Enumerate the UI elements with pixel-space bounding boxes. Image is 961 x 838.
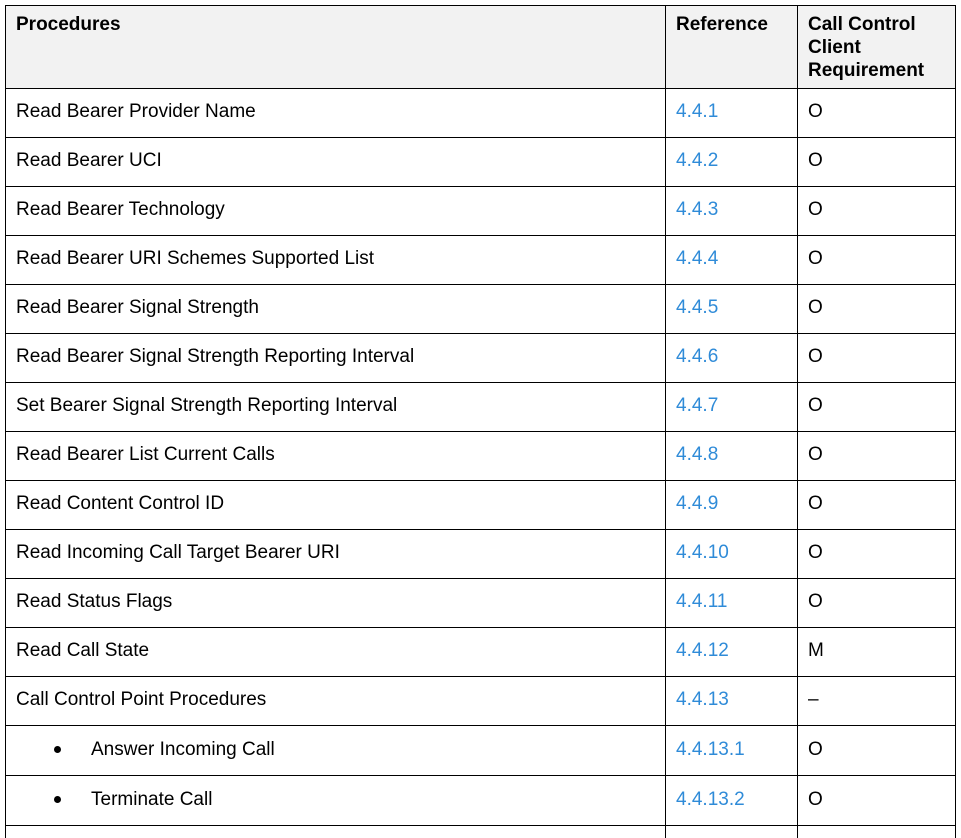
reference-link[interactable]: 4.4.8 bbox=[665, 431, 798, 481]
requirement-value: O bbox=[797, 284, 956, 334]
reference-link[interactable]: 4.4.13.1 bbox=[665, 725, 798, 776]
requirement-value: O bbox=[797, 480, 956, 530]
requirement-value: O bbox=[797, 431, 956, 481]
requirement-value: O bbox=[797, 137, 956, 187]
reference-link[interactable]: 4.4.13 bbox=[665, 676, 798, 726]
header-row: Procedures Reference Call Control Client… bbox=[5, 5, 956, 89]
reference-link[interactable]: 4.4.7 bbox=[665, 382, 798, 432]
procedure-cell: Answer Incoming Call bbox=[5, 725, 666, 776]
table-row: Read Bearer Provider Name 4.4.1 O bbox=[5, 88, 956, 138]
procedure-name: Read Bearer Technology bbox=[5, 186, 666, 236]
reference-link[interactable]: 4.4.5 bbox=[665, 284, 798, 334]
requirement-value: – bbox=[797, 676, 956, 726]
requirement-value: O bbox=[797, 529, 956, 579]
table-row: Read Content Control ID 4.4.9 O bbox=[5, 480, 956, 530]
requirement-value: O bbox=[797, 775, 956, 826]
bullet-icon bbox=[54, 796, 61, 803]
reference-link[interactable]: 4.4.10 bbox=[665, 529, 798, 579]
header-reference: Reference bbox=[665, 5, 798, 89]
requirement-value: O bbox=[797, 235, 956, 285]
table-row: Call Control Point Procedures 4.4.13 – bbox=[5, 676, 956, 726]
reference-link[interactable]: 4.4.3 bbox=[665, 186, 798, 236]
reference-link[interactable]: 4.4.2 bbox=[665, 137, 798, 187]
table-row: Read Bearer Technology 4.4.3 O bbox=[5, 186, 956, 236]
header-requirement: Call Control Client Requirement bbox=[797, 5, 956, 89]
table-row: Read Bearer URI Schemes Supported List 4… bbox=[5, 235, 956, 285]
table-row: Read Bearer List Current Calls 4.4.8 O bbox=[5, 431, 956, 481]
procedure-name: Read Bearer List Current Calls bbox=[5, 431, 666, 481]
procedure-name: Read Call State bbox=[5, 627, 666, 677]
procedure-name: Answer Incoming Call bbox=[91, 738, 275, 760]
requirement-value: O bbox=[797, 382, 956, 432]
empty-cell bbox=[665, 825, 798, 838]
procedure-cell: Terminate Call bbox=[5, 775, 666, 826]
header-procedures: Procedures bbox=[5, 5, 666, 89]
procedure-name: Call Control Point Procedures bbox=[5, 676, 666, 726]
table-row: Read Bearer Signal Strength Reporting In… bbox=[5, 333, 956, 383]
table-row: Read Call State 4.4.12 M bbox=[5, 627, 956, 677]
requirement-value: O bbox=[797, 333, 956, 383]
reference-link[interactable]: 4.4.9 bbox=[665, 480, 798, 530]
reference-link[interactable]: 4.4.1 bbox=[665, 88, 798, 138]
procedures-table: Procedures Reference Call Control Client… bbox=[5, 5, 956, 838]
requirement-value: O bbox=[797, 186, 956, 236]
reference-link[interactable]: 4.4.4 bbox=[665, 235, 798, 285]
procedure-name: Set Bearer Signal Strength Reporting Int… bbox=[5, 382, 666, 432]
table-row-partial bbox=[5, 825, 956, 838]
procedure-name: Terminate Call bbox=[91, 788, 213, 810]
procedure-name: Read Bearer UCI bbox=[5, 137, 666, 187]
requirement-value: O bbox=[797, 578, 956, 628]
empty-cell bbox=[5, 825, 666, 838]
table-row: Terminate Call 4.4.13.2 O bbox=[5, 775, 956, 826]
procedure-name: Read Bearer Signal Strength bbox=[5, 284, 666, 334]
table-row: Set Bearer Signal Strength Reporting Int… bbox=[5, 382, 956, 432]
requirement-value: O bbox=[797, 725, 956, 776]
procedure-name: Read Bearer Provider Name bbox=[5, 88, 666, 138]
table-row: Read Status Flags 4.4.11 O bbox=[5, 578, 956, 628]
table-row: Read Bearer UCI 4.4.2 O bbox=[5, 137, 956, 187]
reference-link[interactable]: 4.4.12 bbox=[665, 627, 798, 677]
reference-link[interactable]: 4.4.13.2 bbox=[665, 775, 798, 826]
procedure-name: Read Bearer URI Schemes Supported List bbox=[5, 235, 666, 285]
table-row: Answer Incoming Call 4.4.13.1 O bbox=[5, 725, 956, 776]
procedure-name: Read Incoming Call Target Bearer URI bbox=[5, 529, 666, 579]
procedure-name: Read Bearer Signal Strength Reporting In… bbox=[5, 333, 666, 383]
procedure-name: Read Content Control ID bbox=[5, 480, 666, 530]
empty-cell bbox=[797, 825, 956, 838]
procedure-name: Read Status Flags bbox=[5, 578, 666, 628]
bullet-icon bbox=[54, 746, 61, 753]
table-row: Read Incoming Call Target Bearer URI 4.4… bbox=[5, 529, 956, 579]
reference-link[interactable]: 4.4.6 bbox=[665, 333, 798, 383]
table-row: Read Bearer Signal Strength 4.4.5 O bbox=[5, 284, 956, 334]
requirement-value: O bbox=[797, 88, 956, 138]
requirement-value: M bbox=[797, 627, 956, 677]
reference-link[interactable]: 4.4.11 bbox=[665, 578, 798, 628]
